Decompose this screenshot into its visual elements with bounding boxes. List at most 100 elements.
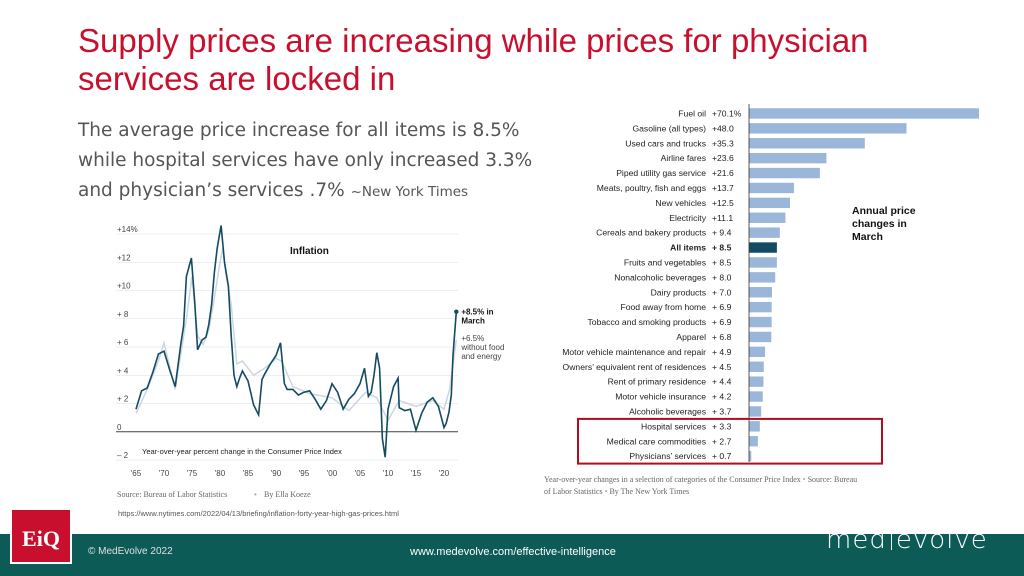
bar-value-label: +11.1 [712,213,733,223]
bar-category-label: Physicians’ services [629,451,706,461]
x-tick-label: '15 [411,469,422,478]
eiq-logo-text: EiQ [22,526,60,551]
annotation-cpi: +8.5% in [461,308,493,317]
slide-title: Supply prices are increasing while price… [78,22,869,97]
bar-value-label: +12.5 [712,198,734,208]
subtitle-text: The average price increase for all items… [78,120,533,201]
bar [749,272,776,283]
core-cpi-line [135,247,458,422]
bar-category-label: Electricity [669,213,706,223]
y-tick-label: +14% [117,225,138,234]
bar [749,242,777,253]
bar [749,287,772,298]
bar-caption-sep: • [803,475,808,484]
logo-evolve: evolve [895,525,988,555]
bar-chart-title-3: March [852,231,883,243]
x-tick-label: '95 [299,469,310,478]
bar [749,450,752,462]
bar-value-label: + 8.0 [712,272,732,282]
x-tick-label: '70 [159,469,170,478]
bar-category-label: Motor vehicle maintenance and repair [562,347,706,357]
bar-category-label: Alcoholic beverages [629,406,706,416]
bar [749,108,979,119]
bar-category-label: Airline fares [661,153,706,163]
bar [749,182,794,194]
bar-value-label: + 6.9 [712,317,732,327]
bar [749,361,764,372]
bar-caption-source-a: Source: Bureau [808,475,858,484]
bar-value-label: + 3.3 [712,421,732,431]
bar-value-label: + 8.5 [712,243,732,253]
bar-value-label: + 4.5 [712,362,732,372]
inflation-source: Source: Bureau of Labor Statistics [117,490,227,499]
bar [749,391,763,402]
bar-chart-caption-2: of Labor Statistics • By The New York Ti… [544,487,689,496]
inflation-source-sep: • [254,490,257,499]
bar-category-label: Cereals and bakery products [596,228,706,238]
bar [749,436,758,447]
bar-chart-caption: Year-over-year changes in a selection of… [544,475,857,484]
bar [749,406,762,417]
bar-category-label: Apparel [676,332,706,342]
bar-value-label: + 6.9 [712,302,732,312]
bar-value-label: +48.0 [712,123,734,133]
bar-chart-title-2: changes in [852,218,907,230]
bar [749,346,766,358]
bar-value-label: + 3.7 [712,406,732,416]
bar-category-label: Tobacco and smoking products [588,317,706,327]
annotation-cpi-line2: March [461,317,485,326]
x-tick-label: '05 [355,469,366,478]
bar-value-label: + 0.7 [712,451,732,461]
bar-category-label: Rent of primary residence [608,377,707,387]
medical-highlight-box [577,417,883,465]
bar [749,227,780,238]
y-tick-label: + 6 [117,338,129,347]
bar-category-label: Gasoline (all types) [632,123,706,133]
bar-category-label: Owners’ equivalent rent of residences [563,362,706,372]
logo-med: med [826,525,887,555]
bar-caption-byline: By The New York Times [609,487,689,496]
logo-divider [890,530,892,550]
y-tick-label: + 2 [117,395,129,404]
bar-value-label: + 4.4 [712,377,732,387]
bar-value-label: + 2.7 [712,436,732,446]
bar-category-label: Food away from home [621,302,707,312]
subtitle-source: ~New York Times [350,184,469,200]
inflation-chart-title: Inflation [290,246,329,257]
footer-url[interactable]: www.medevolve.com/effective-intelligence [410,546,616,558]
cpi-all-items-line [135,225,458,458]
bar-value-label: +13.7 [712,183,734,193]
bar [749,301,772,313]
x-tick-label: '75 [187,469,198,478]
bar-caption-sep-2: • [605,487,610,496]
bar-category-label: Medical care commodities [607,436,706,446]
x-tick-label: '65 [131,469,142,478]
bar-category-label: Used cars and trucks [625,138,706,148]
eiq-logo: EiQ [10,508,72,564]
bar-caption-text: Year-over-year changes in a selection of… [544,475,801,484]
bar-category-label: Hospital services [641,421,706,431]
nyt-source-url[interactable]: https://www.nytimes.com/2022/04/13/brief… [118,509,399,518]
y-tick-label: + 8 [117,310,129,319]
bar-value-label: + 4.2 [712,392,732,402]
bar-value-label: + 6.8 [712,332,732,342]
y-tick-label: + 4 [117,366,129,375]
bar [749,152,827,164]
bar-category-label: Fruits and vegetables [624,257,706,267]
annotation-core: without food [460,343,504,352]
bar-category-label: Nonalcoholic beverages [614,272,706,282]
annotation-core: +6.5% [461,334,484,343]
x-tick-label: '90 [271,469,282,478]
bar-value-label: + 8.5 [712,257,732,267]
bar-category-label: Piped utility gas service [616,168,706,178]
bar-category-label: Meats, poultry, fish and eggs [597,183,706,193]
x-tick-label: '80 [215,469,226,478]
bar [749,316,772,328]
medevolve-logo: med evolve [826,525,988,555]
bar-caption-source-b: of Labor Statistics [544,487,603,496]
bar-value-label: +70.1% [712,108,742,118]
bar [749,212,786,223]
bar [749,197,791,209]
bar [749,167,820,179]
annotation-core: and energy [461,352,501,361]
